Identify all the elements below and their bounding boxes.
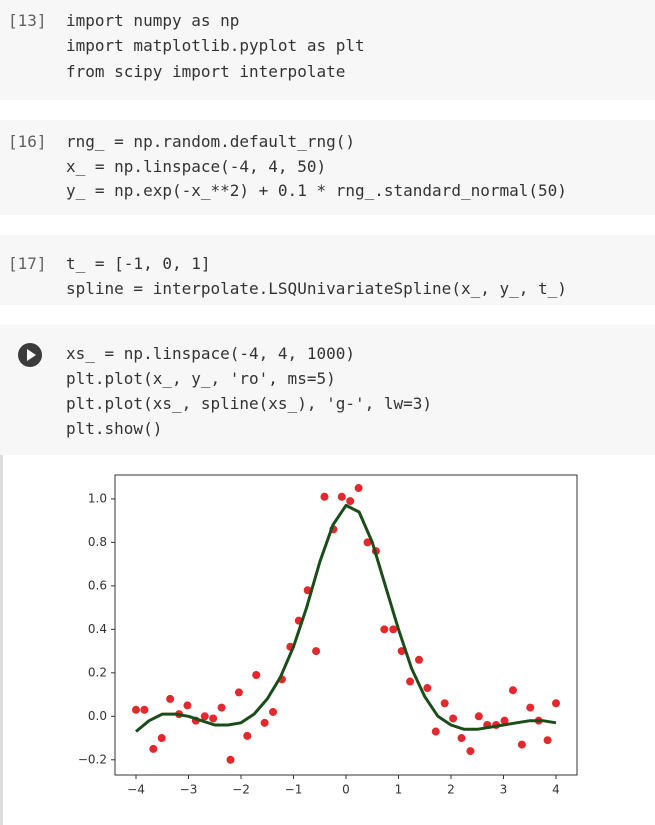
- code-line: plt.plot(x_, y_, 'ro', ms=5): [66, 369, 336, 388]
- code-cell[interactable]: [17] t_ = [-1, 0, 1] spline = interpolate.…: [0, 235, 655, 305]
- data-point: [209, 714, 218, 723]
- data-point: [200, 712, 209, 721]
- data-point: [234, 688, 243, 697]
- data-point: [260, 718, 269, 727]
- run-button[interactable]: [17, 342, 43, 368]
- data-point: [363, 538, 372, 547]
- code-line: plt.plot(xs_, spline(xs_), 'g-', lw=3): [66, 394, 433, 413]
- data-point: [457, 734, 466, 743]
- y-tick-label: 1.0: [88, 491, 107, 505]
- code-line: from scipy import interpolate: [66, 62, 346, 81]
- code-line: rng_ = np.random.default_rng(): [66, 132, 355, 151]
- data-point: [474, 712, 483, 721]
- code-line: x_ = np.linspace(-4, 4, 50): [66, 157, 327, 176]
- code-cell[interactable]: [16] rng_ = np.random.default_rng() x_ = n…: [0, 120, 655, 215]
- data-point: [406, 677, 415, 686]
- data-point: [552, 699, 560, 708]
- data-point: [526, 703, 535, 712]
- code-line: t_ = [-1, 0, 1]: [66, 254, 211, 273]
- data-point: [337, 492, 346, 501]
- code-line: y_ = np.exp(-x_**2) + 0.1 * rng_.standar…: [66, 181, 567, 200]
- x-tick-label: 0: [342, 783, 350, 797]
- y-tick-label: −0.2: [78, 752, 107, 766]
- data-point: [423, 684, 432, 693]
- data-point: [508, 686, 517, 695]
- data-point: [414, 655, 423, 664]
- data-point: [389, 625, 398, 634]
- code-line: xs_ = np.linspace(-4, 4, 1000): [66, 344, 355, 363]
- code-line: import numpy as np: [66, 11, 240, 30]
- cell-prompt: [16]: [8, 132, 47, 151]
- code-cell[interactable]: [13] import numpy as np import matplotlib.…: [0, 0, 655, 100]
- data-point: [431, 727, 440, 736]
- data-point: [269, 707, 278, 716]
- code-cell[interactable]: xs_ = np.linspace(-4, 4, 1000) plt.plot(x…: [0, 325, 655, 455]
- spline-line: [135, 503, 557, 733]
- output-chart: −4 −3 −2 −1 0 1 2 3 4 −0.2 0.0 0.2 0.4 0.6 0.8 1.0: [0, 455, 578, 825]
- y-tick-label: 0.0: [88, 709, 107, 723]
- data-point: [517, 740, 526, 749]
- data-point: [500, 716, 509, 725]
- x-tick-label: 4: [552, 783, 560, 797]
- data-point: [312, 647, 321, 656]
- data-point: [217, 703, 226, 712]
- data-point: [243, 731, 252, 740]
- code-line: spline = interpolate.LSQUnivariateSpline…: [66, 279, 567, 298]
- plot-frame: [114, 474, 578, 776]
- data-point: [226, 755, 235, 764]
- y-tick-label: 0.8: [88, 535, 107, 549]
- data-point: [466, 747, 475, 756]
- x-tick-label: 3: [500, 783, 508, 797]
- x-tick-label: −1: [285, 783, 303, 797]
- data-point: [157, 734, 166, 743]
- x-tick-label: 2: [447, 783, 455, 797]
- x-tick-label: −3: [180, 783, 198, 797]
- data-point: [149, 744, 158, 753]
- data-point: [166, 694, 175, 703]
- x-tick-label: 1: [395, 783, 403, 797]
- x-tick-label: −2: [232, 783, 250, 797]
- y-tick-label: 0.2: [88, 665, 107, 679]
- cell-prompt: [13]: [8, 11, 47, 30]
- data-point: [346, 497, 355, 506]
- cell-prompt: [17]: [8, 254, 47, 273]
- y-tick-label: 0.4: [88, 622, 107, 636]
- data-point: [320, 492, 329, 501]
- data-point: [354, 484, 363, 493]
- data-point: [140, 705, 149, 714]
- data-point: [132, 705, 140, 714]
- data-point: [252, 671, 261, 679]
- y-tick-label: 0.6: [88, 578, 107, 592]
- data-point: [543, 736, 552, 745]
- data-point: [449, 714, 458, 723]
- code-line: import matplotlib.pyplot as plt: [66, 36, 365, 55]
- data-point: [440, 699, 449, 708]
- code-line: plt.show(): [66, 419, 163, 438]
- data-point: [183, 701, 192, 710]
- x-tick-label: −4: [127, 783, 145, 797]
- data-point: [380, 625, 389, 634]
